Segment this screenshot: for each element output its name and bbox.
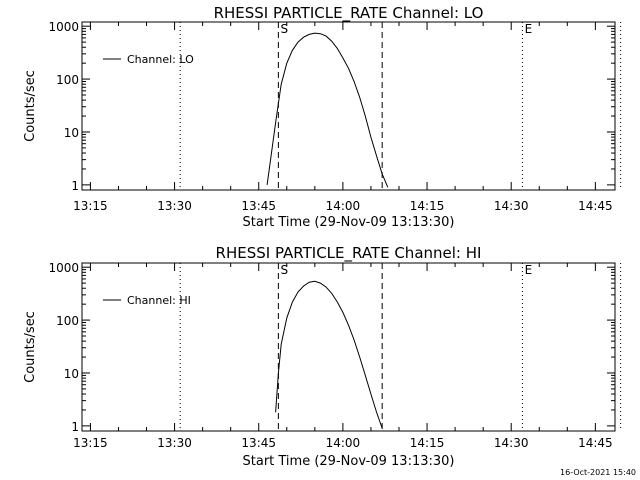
chart-panel-1: RHESSI PARTICLE_RATE Channel: LO 13:15 13:… <box>23 4 622 230</box>
y-tick-label: 1000 <box>48 20 79 34</box>
y-axis-label: Counts/sec <box>23 70 38 142</box>
y-tick-label: 1000 <box>48 261 79 275</box>
x-tick-label: 14:15 <box>410 199 445 213</box>
marker-label: E <box>525 22 533 36</box>
series-line <box>275 280 383 429</box>
x-tick-label: 14:00 <box>326 199 361 213</box>
marker-label: S <box>281 22 289 36</box>
y-tick-label: 10 <box>64 126 79 140</box>
x-tick-label: 14:30 <box>494 436 529 450</box>
x-tick-label: 14:00 <box>326 436 361 450</box>
x-axis-label: Start Time (29-Nov-09 13:13:30) <box>243 454 455 469</box>
y-tick-label: 1 <box>71 420 79 434</box>
x-tick-label: 13:15 <box>73 199 108 213</box>
x-tick-label: 13:45 <box>241 436 276 450</box>
marker-label: E <box>525 263 533 277</box>
x-tick-label: 14:30 <box>494 199 529 213</box>
plot-frame <box>81 262 616 432</box>
legend-label: Channel: LO <box>127 53 194 66</box>
x-tick-label: 13:45 <box>241 199 276 213</box>
x-tick-label: 14:45 <box>578 199 613 213</box>
x-tick-label: 13:30 <box>157 199 192 213</box>
y-tick-label: 1 <box>71 179 79 193</box>
y-tick-label: 10 <box>64 367 79 381</box>
legend-label: Channel: HI <box>127 294 191 307</box>
y-tick-label: 100 <box>56 314 79 328</box>
y-tick-label: 100 <box>56 73 79 87</box>
series-line <box>266 32 389 188</box>
x-tick-label: 14:15 <box>410 436 445 450</box>
y-axis-label: Counts/sec <box>23 311 38 383</box>
x-tick-label: 13:30 <box>157 436 192 450</box>
footer-timestamp: 16-Oct-2021 15:40 <box>560 468 636 477</box>
chart-panel-2: RHESSI PARTICLE_RATE Channel: HI 13:15 13:… <box>23 244 622 469</box>
x-tick-label: 13:15 <box>73 436 108 450</box>
marker-label: S <box>281 263 289 277</box>
x-tick-label: 14:45 <box>578 436 613 450</box>
plot-frame <box>81 21 616 191</box>
chart-title: RHESSI PARTICLE_RATE Channel: LO <box>214 4 484 23</box>
chart-title: RHESSI PARTICLE_RATE Channel: HI <box>216 244 482 263</box>
x-axis-label: Start Time (29-Nov-09 13:13:30) <box>243 215 455 230</box>
